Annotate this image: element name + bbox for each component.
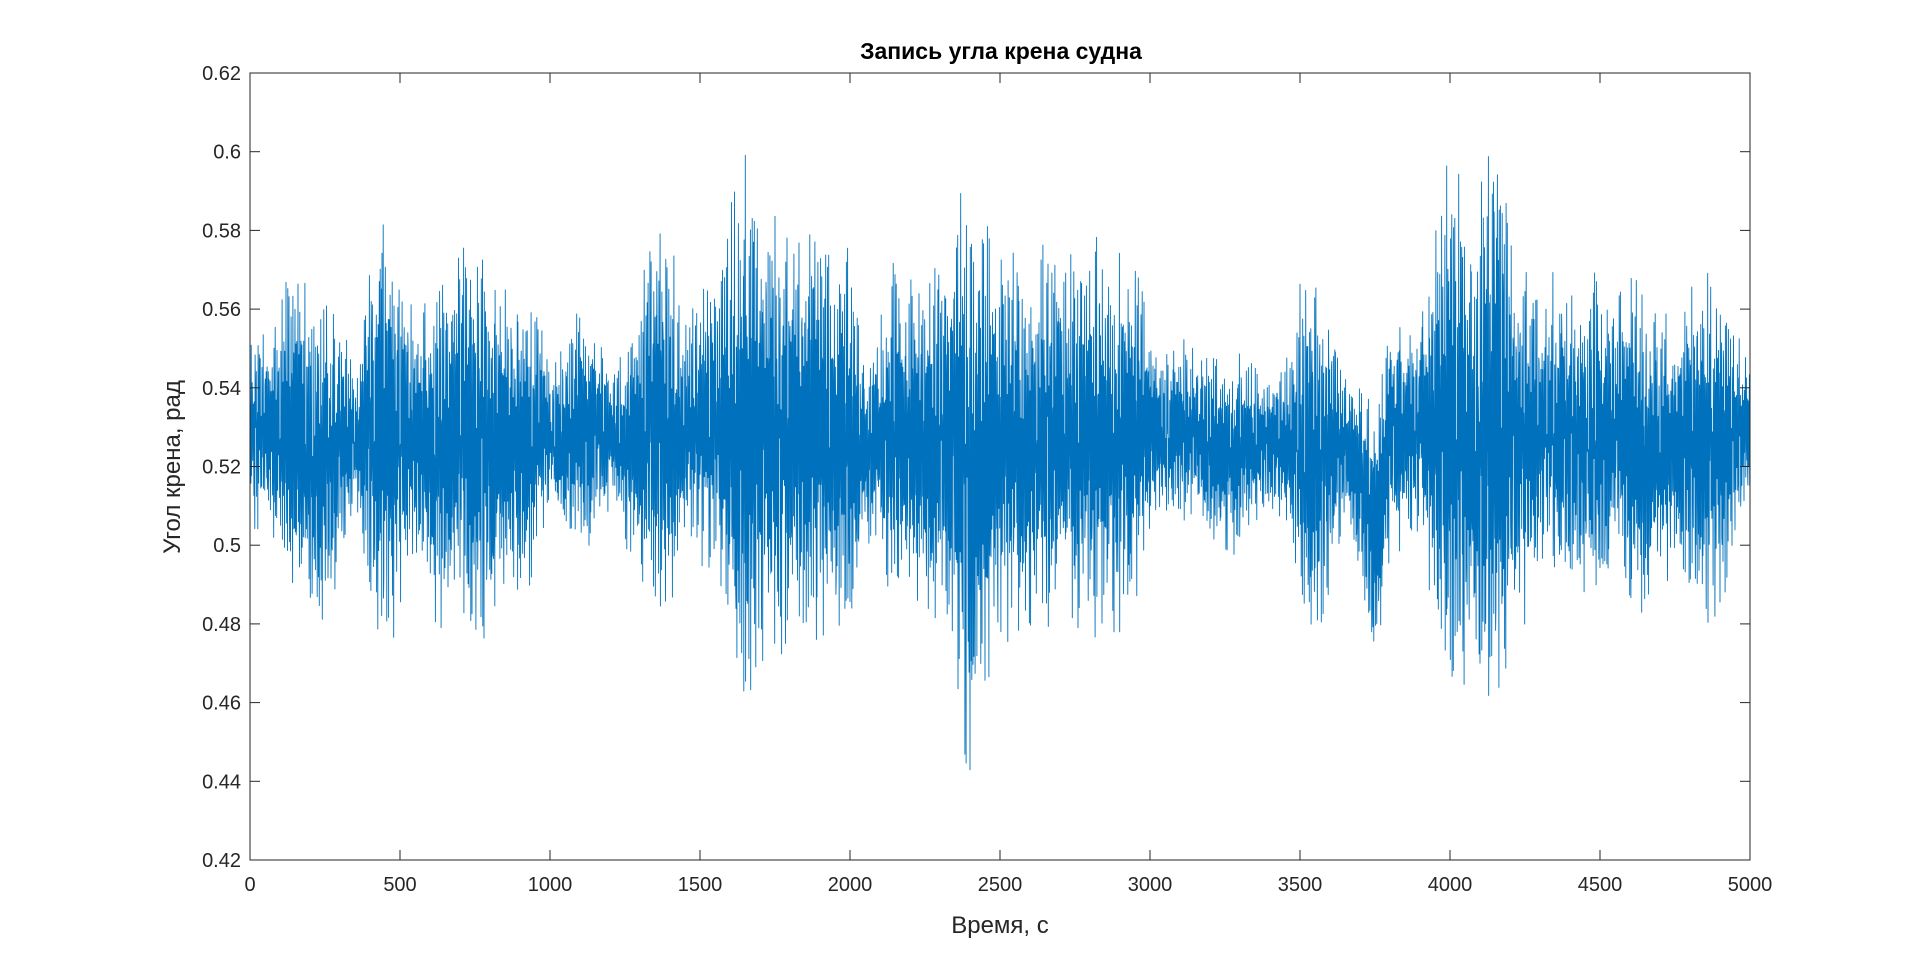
x-tick-label: 2000 — [828, 874, 873, 896]
x-axis-ticks: 0 500 1000 1500 2000 2500 3000 3500 4000 4500 5000 — [244, 73, 1772, 896]
y-tick-label: 0.58 — [202, 220, 241, 242]
y-axis-ticks: 0.42 0.44 0.46 0.48 0.5 0.52 0.54 0.56 0.58 0.6 0.… — [202, 63, 1750, 872]
y-tick-label: 0.52 — [202, 457, 241, 479]
x-axis-label: Время, с — [951, 912, 1049, 939]
x-tick-label: 0 — [244, 874, 255, 896]
x-tick-label: 500 — [383, 874, 416, 896]
y-axis-label: Угол крена, рад — [159, 380, 186, 554]
x-tick-label: 5000 — [1728, 874, 1773, 896]
x-tick-label: 3500 — [1278, 874, 1323, 896]
axes-box — [249, 72, 1751, 861]
y-tick-label: 0.54 — [202, 378, 241, 400]
y-tick-label: 0.56 — [202, 299, 241, 321]
x-tick-label: 2500 — [978, 874, 1023, 896]
y-tick-label: 0.48 — [202, 614, 241, 636]
x-tick-label: 4000 — [1428, 874, 1473, 896]
chart-title: Запись угла крена судна — [860, 38, 1142, 64]
x-tick-label: 3000 — [1128, 874, 1173, 896]
y-tick-label: 0.6 — [213, 142, 241, 164]
x-tick-label: 1500 — [678, 874, 723, 896]
y-tick-label: 0.5 — [213, 535, 241, 557]
y-tick-label: 0.62 — [202, 63, 241, 85]
x-tick-label: 1000 — [528, 874, 573, 896]
roll-angle-series-line — [250, 154, 1750, 771]
y-tick-label: 0.46 — [202, 693, 241, 715]
x-tick-label: 4500 — [1578, 874, 1623, 896]
y-tick-label: 0.42 — [202, 850, 241, 872]
y-tick-label: 0.44 — [202, 771, 241, 793]
